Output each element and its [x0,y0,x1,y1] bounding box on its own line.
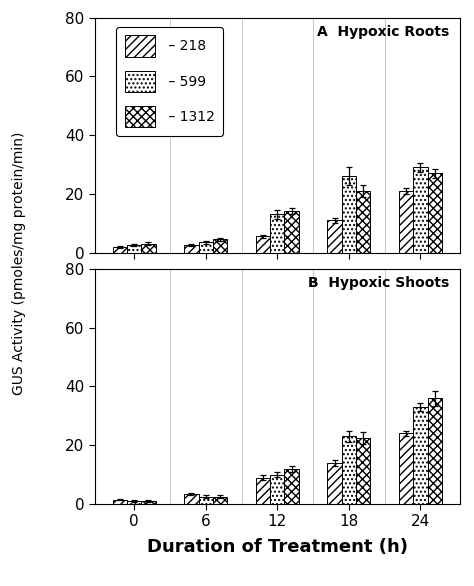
Bar [141,244,155,253]
Bar [342,176,356,253]
Bar [213,239,227,253]
Bar [256,236,270,253]
Legend:  – 218,  – 599,  – 1312: – 218, – 599, – 1312 [116,27,223,136]
Bar [356,191,370,253]
Bar [141,501,155,504]
Bar [113,499,127,504]
Bar [213,496,227,504]
Bar [284,212,299,253]
Bar [270,214,284,253]
Bar [256,478,270,504]
Text: GUS Activity (pmoles/mg protein/min): GUS Activity (pmoles/mg protein/min) [12,132,26,396]
Text: B  Hypoxic Shoots: B Hypoxic Shoots [308,276,449,290]
Bar [342,437,356,504]
Bar [127,245,141,253]
Bar [428,173,442,253]
Bar [184,245,199,253]
Bar [399,434,413,504]
Bar [428,398,442,504]
Bar [284,469,299,504]
Bar [413,407,428,504]
Bar [328,220,342,253]
Bar [328,463,342,504]
Bar [356,438,370,504]
Bar [127,501,141,504]
Bar [270,475,284,504]
Bar [413,168,428,253]
Text: A  Hypoxic Roots: A Hypoxic Roots [317,25,449,39]
Bar [113,247,127,253]
Bar [199,496,213,504]
Bar [399,191,413,253]
X-axis label: Duration of Treatment (h): Duration of Treatment (h) [147,538,408,556]
Bar [184,493,199,504]
Bar [199,242,213,253]
